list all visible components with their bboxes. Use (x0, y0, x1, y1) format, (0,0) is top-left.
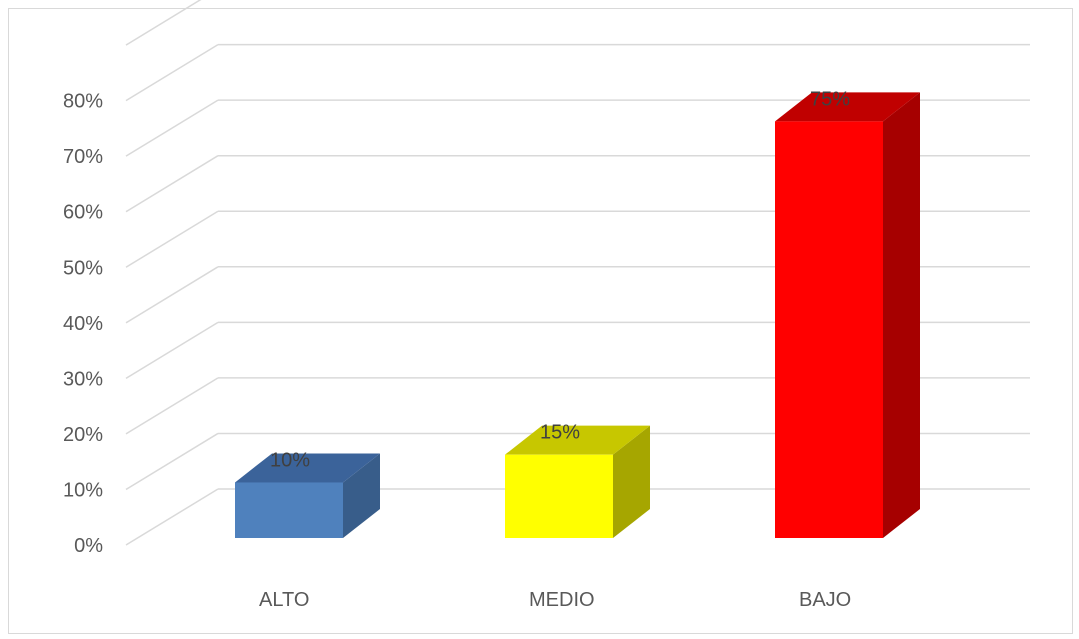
bar-top (775, 92, 920, 122)
y-tick-label: 20% (63, 424, 103, 446)
bar-top (235, 453, 380, 483)
data-label: 75% (810, 88, 850, 110)
bar-front (235, 482, 343, 538)
bar-side (883, 92, 920, 538)
data-label: 15% (540, 422, 580, 444)
x-category-label: ALTO (259, 589, 309, 611)
x-category-label: BAJO (799, 589, 851, 611)
gridline-diagonal (125, 488, 219, 546)
gridline-diagonal (125, 43, 219, 102)
gridline-diagonal (125, 210, 219, 268)
gridline-diagonal (125, 155, 219, 213)
bar-side (343, 453, 380, 538)
gridline-diagonal (125, 99, 219, 157)
x-category-label: MEDIO (529, 589, 595, 611)
gridline-diagonal (125, 266, 219, 324)
x-axis: ALTO MEDIO BAJO (259, 589, 851, 611)
gridline-diagonal (125, 432, 219, 491)
bar-bajo (775, 92, 920, 538)
y-tick-label: 50% (63, 257, 103, 279)
y-tick-label: 60% (63, 202, 103, 224)
bar-front (505, 454, 613, 538)
bar-top (505, 425, 650, 455)
y-tick-label: 0% (74, 535, 103, 557)
bars (235, 92, 920, 538)
y-tick-label: 30% (63, 368, 103, 390)
y-axis: 0% 10% 20% 30% 40% 50% 60% 70% 80% (63, 91, 103, 557)
bar-side (613, 425, 650, 538)
bar-front (775, 121, 883, 538)
y-tick-label: 70% (63, 146, 103, 168)
data-label: 10% (270, 449, 310, 471)
data-labels: 10% 15% 75% (270, 88, 850, 471)
y-tick-label: 10% (63, 479, 103, 501)
y-tick-label: 80% (63, 91, 103, 113)
gridline-diagonal (125, 377, 219, 435)
gridline-diagonal (125, 321, 219, 379)
bar-alto (235, 453, 380, 538)
bar-medio (505, 425, 650, 538)
y-tick-label: 40% (63, 313, 103, 335)
gridline-diagonal (125, 0, 202, 46)
